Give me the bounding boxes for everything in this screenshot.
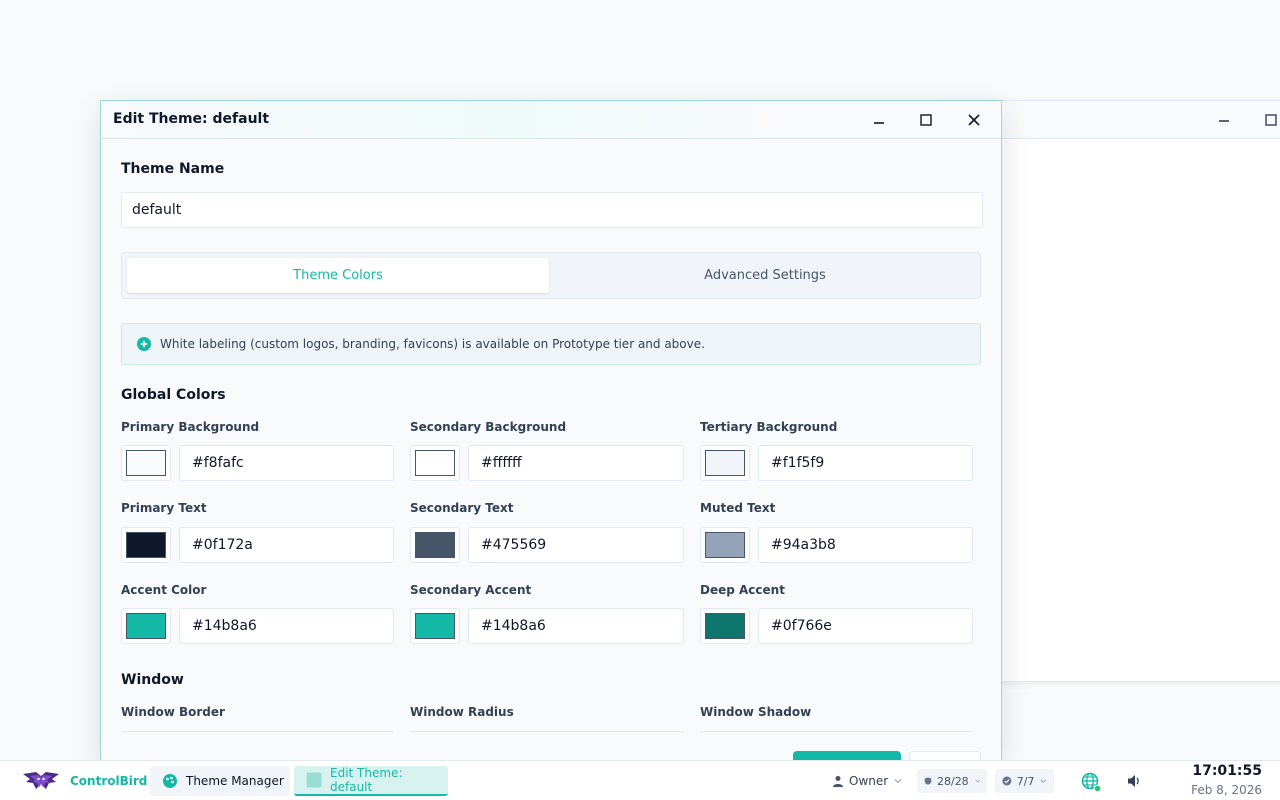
- secondary-accent-label: Secondary Accent: [410, 583, 532, 597]
- primary-background-input[interactable]: [179, 445, 394, 481]
- edit-theme-dialog: Edit Theme: default Theme Name Theme Col…: [100, 100, 1002, 762]
- network-globe-icon[interactable]: [1080, 771, 1102, 793]
- color-chip: [126, 613, 166, 639]
- user-name: Owner: [849, 774, 889, 788]
- chevron-down-icon: [894, 779, 902, 784]
- color-chip: [126, 532, 166, 558]
- chevron-down-icon: [975, 779, 980, 783]
- brand-name[interactable]: ControlBird: [70, 774, 148, 788]
- taskbar: ControlBird Theme Manager Edit Theme: de…: [0, 760, 1280, 800]
- info-banner: White labeling (custom logos, branding, …: [121, 323, 981, 365]
- maximize-icon: [920, 114, 932, 126]
- clock-time[interactable]: 17:01:55: [1192, 763, 1262, 779]
- dialog-content[interactable]: Theme Name Theme Colors Advanced Setting…: [101, 139, 1001, 733]
- close-icon: [968, 114, 980, 126]
- secondary-background-input[interactable]: [468, 445, 684, 481]
- maximize-button[interactable]: [916, 110, 936, 130]
- minimize-button[interactable]: [869, 110, 889, 130]
- window-radius-input[interactable]: [410, 731, 684, 733]
- user-icon: [833, 776, 843, 787]
- muted-text-swatch[interactable]: [700, 527, 750, 563]
- tertiary-background-swatch[interactable]: [700, 445, 750, 481]
- secondary-text-label: Secondary Text: [410, 501, 514, 515]
- deep-accent-input[interactable]: [758, 608, 973, 644]
- deep-accent-label: Deep Accent: [700, 583, 785, 597]
- security-status[interactable]: 28/28: [917, 769, 987, 793]
- palette-icon: [163, 774, 177, 788]
- dialog-titlebar[interactable]: Edit Theme: default: [101, 101, 1001, 139]
- security-count: 28/28: [936, 774, 969, 788]
- secondary-background-swatch[interactable]: [410, 445, 460, 481]
- window-shadow-input[interactable]: [700, 731, 973, 733]
- tab-bar: Theme Colors Advanced Settings: [121, 252, 981, 299]
- cancel-button[interactable]: [909, 751, 981, 761]
- window-border-input[interactable]: [121, 731, 394, 733]
- user-menu[interactable]: Owner: [826, 769, 910, 793]
- secondary-background-label: Secondary Background: [410, 420, 567, 434]
- window-shadow-label: Window Shadow: [700, 705, 812, 719]
- info-text: White labeling (custom logos, branding, …: [160, 337, 705, 351]
- theme-name-input[interactable]: [121, 192, 983, 228]
- secondary-text-input[interactable]: [468, 527, 684, 563]
- tab-advanced-settings[interactable]: Advanced Settings: [704, 268, 826, 283]
- primary-text-swatch[interactable]: [121, 527, 171, 563]
- controlbird-logo-icon[interactable]: [22, 770, 60, 792]
- volume-icon[interactable]: [1126, 773, 1142, 789]
- checks-count: 7/7: [1016, 774, 1035, 788]
- primary-text-input[interactable]: [179, 527, 394, 563]
- save-button[interactable]: [793, 751, 901, 761]
- color-chip: [705, 532, 745, 558]
- primary-background-swatch[interactable]: [121, 445, 171, 481]
- secondary-accent-swatch[interactable]: [410, 608, 460, 644]
- color-chip: [415, 532, 455, 558]
- deep-accent-swatch[interactable]: [700, 608, 750, 644]
- color-chip: [415, 613, 455, 639]
- color-chip: [705, 450, 745, 476]
- minimize-icon[interactable]: [1217, 113, 1231, 127]
- check-circle-icon: [1002, 776, 1012, 786]
- taskbar-item-label: Edit Theme: default: [330, 766, 403, 794]
- tab-theme-colors[interactable]: Theme Colors: [127, 258, 549, 293]
- primary-background-label: Primary Background: [121, 420, 260, 434]
- info-plus-icon: [137, 337, 151, 351]
- secondary-text-swatch[interactable]: [410, 527, 460, 563]
- shield-icon: [924, 777, 932, 785]
- muted-text-input[interactable]: [758, 527, 973, 563]
- tertiary-background-input[interactable]: [758, 445, 973, 481]
- taskbar-item-theme-manager[interactable]: Theme Manager: [150, 766, 290, 796]
- dialog-title: Edit Theme: default: [113, 111, 270, 127]
- taskbar-item-label: Theme Manager: [186, 774, 284, 788]
- accent-color-label: Accent Color: [121, 583, 207, 597]
- accent-color-swatch[interactable]: [121, 608, 171, 644]
- color-chip: [415, 450, 455, 476]
- window-radius-label: Window Radius: [410, 705, 514, 719]
- color-chip: [126, 450, 166, 476]
- chevron-down-icon: [1040, 779, 1047, 783]
- clock-date[interactable]: Feb 8, 2026: [1191, 783, 1262, 797]
- window-border-label: Window Border: [121, 705, 225, 719]
- tertiary-background-label: Tertiary Background: [700, 420, 838, 434]
- minimize-icon: [874, 122, 884, 124]
- checks-status[interactable]: 7/7: [995, 769, 1054, 793]
- global-colors-heading: Global Colors: [121, 387, 226, 403]
- theme-name-label: Theme Name: [121, 161, 225, 177]
- taskbar-item-edit-theme[interactable]: Edit Theme: default: [294, 766, 448, 796]
- secondary-accent-input[interactable]: [468, 608, 684, 644]
- color-chip: [705, 613, 745, 639]
- primary-text-label: Primary Text: [121, 501, 207, 515]
- close-button[interactable]: [964, 110, 984, 130]
- maximize-icon[interactable]: [1264, 113, 1278, 127]
- window-heading: Window: [121, 672, 184, 688]
- accent-color-input[interactable]: [179, 608, 394, 644]
- muted-text-label: Muted Text: [700, 501, 776, 515]
- window-icon: [306, 772, 322, 788]
